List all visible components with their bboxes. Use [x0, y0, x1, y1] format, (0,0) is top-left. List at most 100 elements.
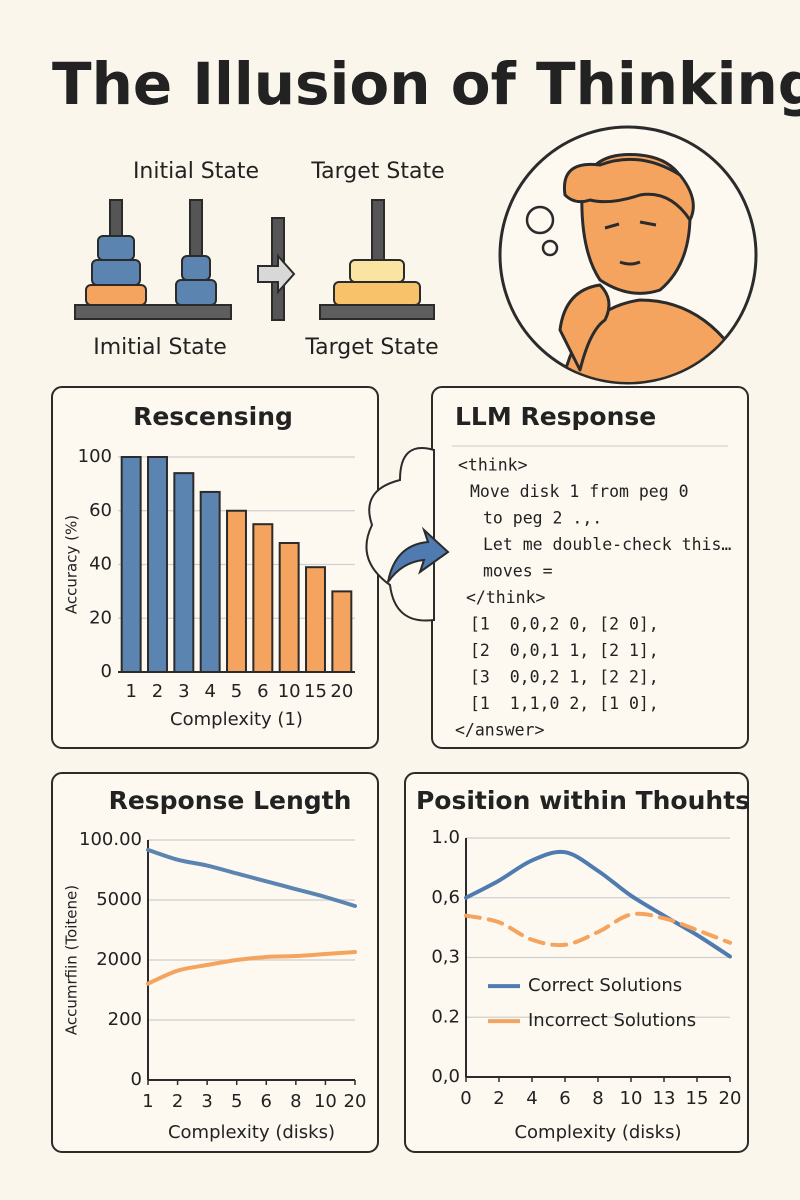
diagram-label: Target State [310, 159, 444, 184]
response-line: <think> [458, 456, 528, 475]
y-tick-label: 100.00 [79, 829, 142, 850]
bar [278, 542, 300, 673]
disk [181, 255, 211, 281]
x-tick-label: 4 [204, 681, 215, 702]
diagram-label: Initial State [133, 159, 259, 184]
y-tick-label: 200 [108, 1009, 142, 1030]
x-tick-label: 8 [592, 1088, 603, 1109]
tower-diagram: Initial State Target State Imitial State… [74, 159, 445, 360]
y-tick-label: 20 [89, 607, 112, 628]
x-tick-label: 6 [261, 1091, 272, 1112]
x-tick-label: 3 [178, 681, 189, 702]
x-tick-label: 20 [344, 1091, 367, 1112]
x-tick-label: 8 [290, 1091, 301, 1112]
x-tick-label: 15 [304, 681, 327, 702]
initial-towers [74, 199, 435, 321]
series-line [146, 950, 357, 986]
response-arrow [387, 526, 450, 583]
disk [85, 284, 147, 306]
response-line: Move disk 1 from peg 0 [470, 482, 689, 501]
y-tick-label: 0.2 [431, 1006, 460, 1027]
x-tick-label: 10 [314, 1091, 337, 1112]
x-tick-label: 5 [231, 1091, 242, 1112]
y-axis-label: Accuracy (%) [63, 515, 81, 614]
response-line: </answer> [455, 721, 544, 740]
mouth [619, 260, 641, 266]
series-line [464, 849, 732, 959]
response-line: [1 0,0,2 0, [2 0], [470, 615, 659, 634]
x-tick-label: 6 [559, 1088, 570, 1109]
x-tick-label: 15 [686, 1088, 709, 1109]
bar [199, 490, 221, 673]
chart-title: Position within Thouhts [416, 786, 750, 815]
y-tick-label: 0 [101, 661, 112, 682]
disk [349, 259, 405, 283]
legend-label: Incorrect Solutions [528, 1010, 696, 1031]
x-tick-label: 1 [125, 681, 136, 702]
base [319, 304, 435, 320]
x-axis-label: Complexity (1) [170, 709, 303, 730]
disk [97, 235, 135, 261]
response-line: moves = [483, 562, 553, 581]
x-tick-label: 2 [152, 681, 163, 702]
x-axis-label: Complexity (disks) [168, 1122, 335, 1143]
x-tick-label: 10 [620, 1088, 643, 1109]
page-title: The Illusion of Thinking [52, 50, 800, 118]
y-tick-label: 60 [89, 500, 112, 521]
x-tick-label: 2 [493, 1088, 504, 1109]
x-tick-label: 13 [653, 1088, 676, 1109]
response-line: Let me double-check this… [483, 535, 731, 554]
chart-title: Response Length [109, 786, 352, 815]
hair [562, 157, 695, 222]
thought-bubble [525, 205, 555, 235]
disk [175, 279, 217, 306]
y-tick-label: 100 [78, 446, 112, 467]
y-tick-label: 2000 [96, 949, 142, 970]
base [74, 304, 232, 320]
brows [604, 220, 657, 230]
series-line [146, 847, 357, 908]
chart-title: Rescensing [133, 402, 293, 431]
x-tick-label: 20 [719, 1088, 742, 1109]
y-axis-label: Accumrfiin (Toitene) [63, 885, 81, 1035]
bar [226, 509, 247, 673]
bar [173, 472, 195, 673]
response-line: </think> [466, 588, 546, 607]
y-tick-label: 0,6 [431, 887, 460, 908]
y-tick-label: 40 [89, 554, 112, 575]
y-tick-label: 5000 [96, 889, 142, 910]
x-tick-label: 2 [172, 1091, 183, 1112]
disk [91, 259, 141, 286]
bar [120, 456, 142, 673]
x-tick-label: 3 [201, 1091, 212, 1112]
x-tick-label: 10 [278, 681, 301, 702]
panel-title: LLM Response [455, 402, 656, 431]
bar [305, 566, 326, 673]
y-tick-label: 0,3 [431, 947, 460, 968]
diagram-label: Target State [304, 335, 438, 360]
panel [404, 772, 749, 1153]
response-line: [2 0,0,1 1, [2 1], [470, 641, 659, 660]
x-tick-label: 5 [231, 681, 242, 702]
diagram-label: Imitial State [93, 335, 227, 360]
response-line: to peg 2 .,. [483, 509, 602, 528]
x-tick-label: 1 [142, 1091, 153, 1112]
y-tick-label: 0,0 [431, 1066, 460, 1087]
bar [147, 456, 168, 673]
speech-cloud [365, 447, 435, 622]
legend-label: Correct Solutions [528, 975, 682, 996]
disk [333, 281, 421, 306]
arrow [257, 253, 296, 295]
x-tick-label: 0 [460, 1088, 471, 1109]
response-line: [1 1,1,0 2, [1 0], [470, 694, 659, 713]
bar [331, 590, 353, 673]
x-tick-label: 4 [526, 1088, 537, 1109]
x-axis-label: Complexity (disks) [514, 1122, 681, 1143]
x-tick-label: 6 [257, 681, 268, 702]
y-tick-label: 0 [131, 1069, 142, 1090]
series-line [464, 911, 732, 948]
llm-text: <think> Move disk 1 from peg 0 to peg 2 .,… [455, 456, 731, 740]
thought-bubble [541, 239, 559, 257]
bar [252, 523, 274, 673]
